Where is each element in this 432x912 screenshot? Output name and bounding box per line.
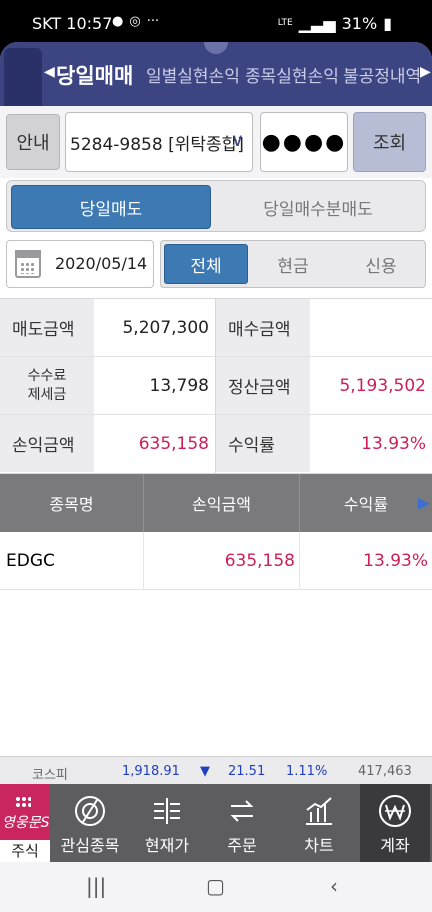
sell-amount-label: 매도금액: [0, 299, 94, 356]
menu-order[interactable]: 주문: [204, 784, 280, 862]
ticker-value: 1,918.91: [122, 764, 180, 779]
menu-watchlist-label: 관심종목: [60, 836, 120, 855]
tax-label: 제세금: [27, 386, 67, 403]
menu-watchlist[interactable]: 관심종목: [50, 784, 130, 862]
talk-icon: ●: [112, 14, 124, 29]
summary-divider: [215, 299, 216, 475]
return-label: 수익률: [216, 415, 310, 472]
col-return[interactable]: 수익률: [343, 495, 389, 514]
menu-account-label: 계좌: [380, 836, 410, 855]
menu-order-label: 주문: [227, 836, 257, 855]
row-stock-name: EDGC: [0, 532, 144, 590]
brand-logo: 영웅문S: [2, 815, 50, 831]
home-menu-label: 주식: [0, 840, 50, 862]
ticker-pct: 1.11%: [286, 764, 328, 779]
buy-amount-value: [310, 299, 432, 356]
summary-row: 매도금액 5,207,300 매수금액: [0, 299, 432, 357]
top-tab-bar: ◀ 당일매매 일별실현손익 종목실현손익 불공정내역 ▶: [0, 42, 432, 106]
tab-prev-arrow-icon[interactable]: ◀: [44, 64, 55, 80]
ticker-volume: 417,463: [358, 764, 412, 779]
exchange-icon: [230, 800, 254, 822]
date-filter-row: 2020/05/14 전체 현금 신용: [0, 236, 432, 292]
grid-header: 종목명 손익금액 수익률 ▶: [0, 474, 432, 532]
pl-label: 손익금액: [0, 415, 94, 472]
settle-label: 정산금액: [216, 357, 310, 414]
table-row[interactable]: EDGC 635,158 13.93%: [0, 532, 432, 590]
battery-icon: ▮: [383, 14, 392, 33]
password-field[interactable]: ●●●●: [260, 112, 348, 172]
credit-filter: 전체 현금 신용: [160, 240, 426, 288]
grid-icon: [15, 796, 31, 808]
signal-icon: ▁▃▅: [298, 14, 336, 33]
app-window: ◀ 당일매매 일별실현손익 종목실현손익 불공정내역 ▶ 안내 5284-985…: [0, 42, 432, 862]
pull-handle[interactable]: [204, 42, 228, 54]
grid-empty-area: [0, 590, 432, 756]
system-nav-bar: ||| ▢ ‹: [0, 862, 432, 912]
account-value: 5284-9858 [위탁종합]: [70, 134, 244, 155]
tab-today-trade[interactable]: 당일매매: [56, 64, 134, 88]
won-icon: [379, 795, 411, 827]
segment-today-sell[interactable]: 당일매도: [11, 185, 211, 229]
query-button[interactable]: 조회: [353, 112, 426, 172]
menu-price[interactable]: 현재가: [130, 784, 204, 862]
calendar-icon: [15, 250, 41, 278]
sell-type-segment: 당일매도 당일매수분매도: [6, 180, 426, 232]
chart-icon: [306, 797, 332, 825]
filter-credit[interactable]: 신용: [365, 256, 397, 277]
fee-tax-value: 13,798: [94, 357, 215, 414]
target-icon: [75, 796, 105, 826]
account-row: 안내 5284-9858 [위탁종합] ∨ ●●●● 조회: [0, 106, 432, 178]
tab-daily-realized[interactable]: 일별실현손익: [146, 67, 240, 87]
row-pl: 635,158: [144, 532, 300, 590]
carrier-time: SKT 10:57: [32, 14, 113, 33]
fee-label: 수수료: [27, 367, 67, 384]
recent-apps-icon[interactable]: |||: [86, 874, 107, 898]
filter-cash[interactable]: 현금: [277, 256, 309, 277]
menu-chart[interactable]: 차트: [280, 784, 358, 862]
tab-next-arrow-icon[interactable]: ▶: [420, 64, 431, 80]
account-select[interactable]: 5284-9858 [위탁종합] ∨: [65, 112, 253, 172]
ticker-index-name: 코스피: [32, 768, 68, 783]
notification-icons: ● ◎ ···: [112, 14, 159, 29]
back-icon[interactable]: ‹: [330, 874, 338, 898]
down-arrow-icon: ▼: [200, 764, 210, 779]
menu-tab-handle[interactable]: [4, 48, 42, 106]
status-bar: SKT 10:57 ● ◎ ··· LTE ▁▃▅ 31% ▮: [0, 0, 432, 42]
ticker-change: 21.51: [228, 764, 266, 779]
filter-all[interactable]: 전체: [164, 244, 248, 284]
chevron-down-icon: ∨: [230, 130, 244, 151]
tab-unfair[interactable]: 불공정내역: [343, 67, 422, 87]
row-return: 13.93%: [363, 551, 428, 571]
menu-account[interactable]: 계좌: [360, 784, 430, 862]
home-icon[interactable]: ▢: [206, 874, 225, 898]
guide-button[interactable]: 안내: [6, 114, 60, 170]
buy-amount-label: 매수금액: [216, 299, 310, 356]
return-value: 13.93%: [310, 415, 432, 472]
pl-value: 635,158: [94, 415, 215, 472]
date-value: 2020/05/14: [55, 254, 148, 273]
menu-price-label: 현재가: [144, 836, 190, 855]
scroll-right-arrow-icon[interactable]: ▶: [417, 493, 430, 512]
sell-amount-value: 5,207,300: [94, 299, 215, 356]
col-stock-name[interactable]: 종목명: [0, 474, 144, 532]
menu-chart-label: 차트: [304, 836, 334, 855]
home-menu-button[interactable]: 영웅문S 주식: [0, 784, 50, 862]
status-right: LTE ▁▃▅ 31% ▮: [278, 14, 392, 33]
index-ticker[interactable]: 코스피 1,918.91 ▼ 21.51 1.11% 417,463: [0, 756, 432, 784]
segment-today-buy-sell[interactable]: 당일매수분매도: [263, 199, 373, 220]
date-picker[interactable]: 2020/05/14: [6, 240, 154, 288]
col-pl[interactable]: 손익금액: [144, 474, 300, 532]
dots-icon: ···: [146, 14, 160, 29]
battery-label: 31%: [341, 14, 378, 33]
tab-stock-realized[interactable]: 종목실현손익: [245, 67, 339, 87]
settle-value: 5,193,502: [310, 357, 432, 414]
c-icon: ◎: [129, 14, 141, 29]
bottom-menu: 영웅문S 주식 관심종목 현재가 주문 차트 계좌: [0, 784, 432, 862]
price-list-icon: [154, 798, 180, 824]
network-label: LTE: [277, 18, 293, 28]
summary-row: 손익금액 635,158 수익률 13.93%: [0, 415, 432, 473]
